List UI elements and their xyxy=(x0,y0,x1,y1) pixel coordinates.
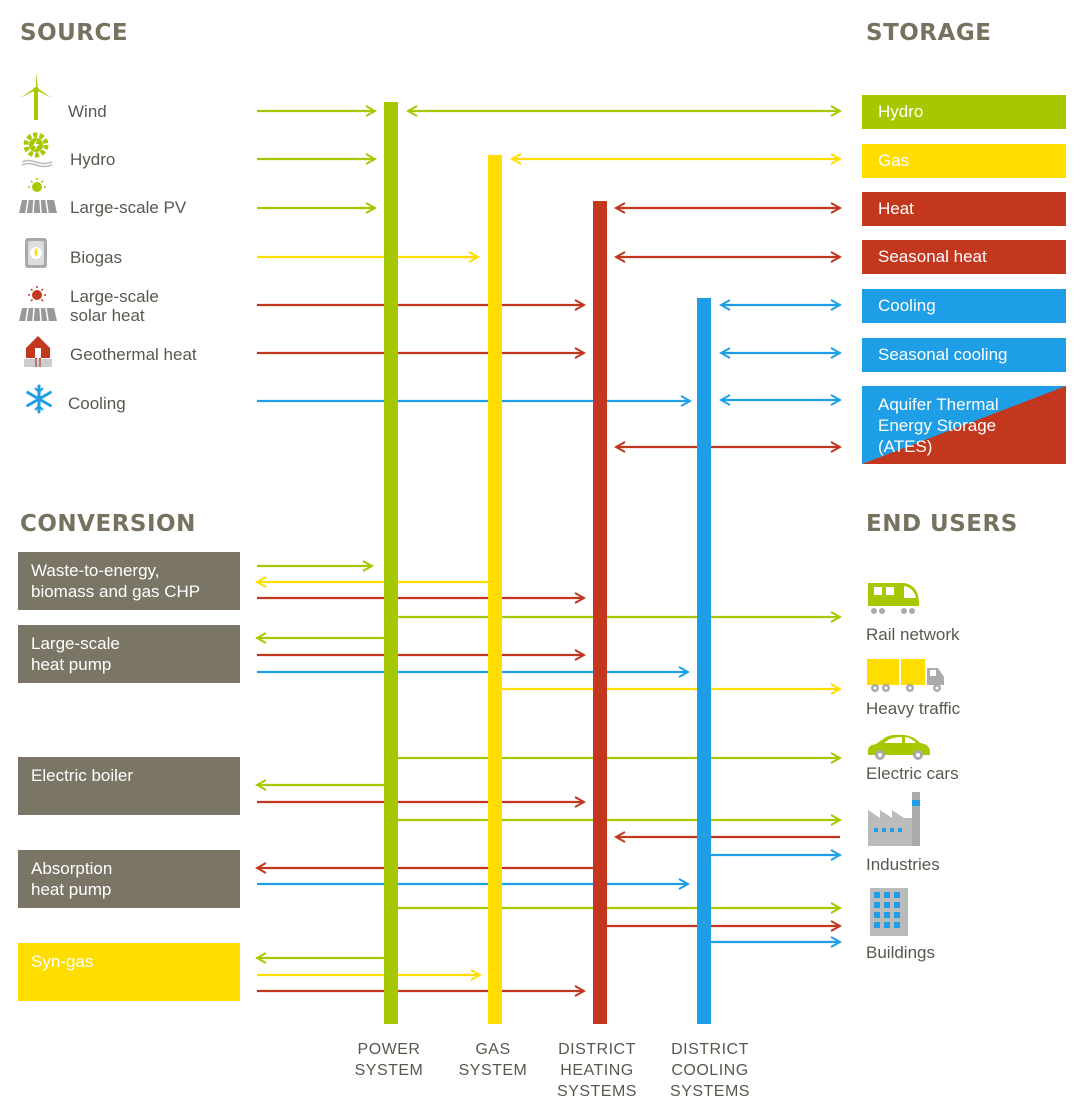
gas-system-bus xyxy=(488,155,502,1024)
storage-gas-label: Gas xyxy=(878,151,910,170)
source-pv-label: Large-scale PV xyxy=(70,198,187,217)
biogas-icon xyxy=(25,238,47,268)
storage-cooling-box: Cooling xyxy=(862,289,1066,323)
source-section-title: SOURCE xyxy=(20,20,129,46)
solar-heat-icon xyxy=(19,286,57,322)
car-icon xyxy=(868,734,930,760)
conversion-heat-pump-box: Large-scale heat pump xyxy=(18,625,240,683)
storage-cooling-label: Cooling xyxy=(878,296,936,315)
storage-section-title: STORAGE xyxy=(866,20,992,46)
end-users-section-title: END USERS xyxy=(866,511,1018,537)
geothermal-icon xyxy=(24,336,52,367)
storage-ates-box: Aquifer Thermal Energy Storage (ATES) xyxy=(862,386,1066,464)
end-user-rail-label: Rail network xyxy=(866,625,960,644)
end-user-buildings-label: Buildings xyxy=(866,943,935,962)
hydro-gear-icon xyxy=(21,132,53,168)
storage-gas-box: Gas xyxy=(862,144,1066,178)
source-biogas-label: Biogas xyxy=(70,248,122,267)
conversion-electric-boiler-box: Electric boiler xyxy=(18,757,240,815)
solar-panel-icon xyxy=(19,178,57,214)
storage-hydro-label: Hydro xyxy=(878,102,924,121)
end-user-electric-cars-label: Electric cars xyxy=(866,764,959,783)
source-wind-label: Wind xyxy=(68,102,107,121)
storage-seasonal-cooling-box: Seasonal cooling xyxy=(862,338,1066,372)
storage-hydro-box: Hydro xyxy=(862,95,1066,129)
storage-seasonal-cooling-label: Seasonal cooling xyxy=(878,345,1008,364)
snowflake-icon xyxy=(26,384,52,414)
power-system-label: POWER SYSTEM xyxy=(354,1041,424,1079)
conversion-chp-box: Waste-to-energy, biomass and gas CHP xyxy=(18,552,240,610)
wind-turbine-icon xyxy=(20,72,52,120)
district-cooling-label: DISTRICT COOLING SYSTEMS xyxy=(670,1041,750,1100)
end-user-heavy-traffic-label: Heavy traffic xyxy=(866,699,961,718)
source-geothermal-label: Geothermal heat xyxy=(70,345,197,364)
factory-icon xyxy=(868,792,920,846)
source-solar-heat-label: Large-scale solar heat xyxy=(70,287,159,325)
source-hydro-label: Hydro xyxy=(70,150,116,169)
storage-seasonal-heat-label: Seasonal heat xyxy=(878,247,987,266)
building-icon xyxy=(870,888,908,936)
source-cooling-label: Cooling xyxy=(68,394,126,413)
storage-heat-label: Heat xyxy=(878,199,914,218)
conversion-syn-gas-box: Syn-gas xyxy=(18,943,240,1001)
cooling-system-bus xyxy=(697,298,711,1024)
heating-system-bus xyxy=(593,201,607,1024)
storage-ates-label: Aquifer Thermal Energy Storage (ATES) xyxy=(878,395,999,456)
conversion-section-title: CONVERSION xyxy=(20,511,196,537)
truck-icon xyxy=(867,659,944,692)
storage-heat-box: Heat xyxy=(862,192,1066,226)
district-heating-label: DISTRICT HEATING SYSTEMS xyxy=(557,1041,637,1100)
end-user-industries-label: Industries xyxy=(866,855,940,874)
power-system-bus xyxy=(384,102,398,1024)
train-icon xyxy=(868,583,919,614)
conversion-absorption-heat-pump-box: Absorption heat pump xyxy=(18,850,240,908)
gas-system-label: GAS SYSTEM xyxy=(458,1041,528,1079)
storage-seasonal-heat-box: Seasonal heat xyxy=(862,240,1066,274)
